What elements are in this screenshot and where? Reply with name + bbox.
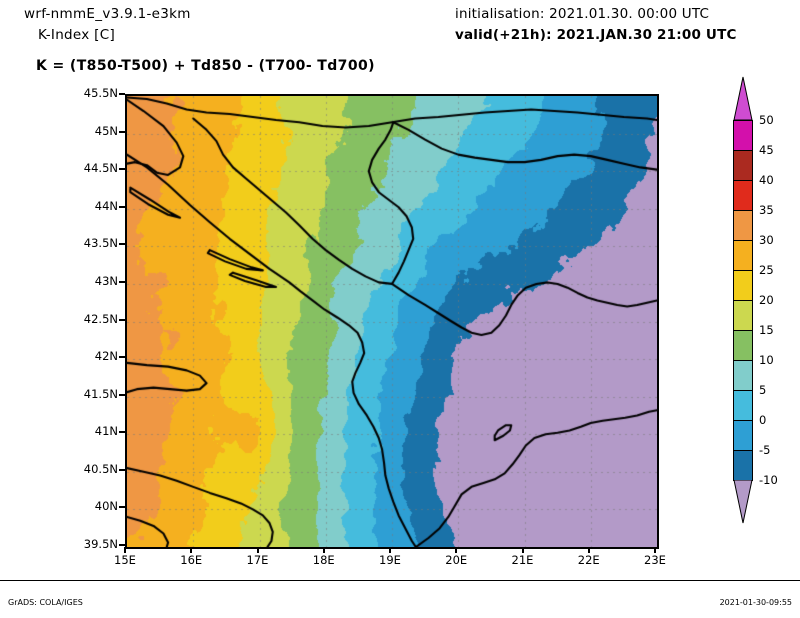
y-axis-tick-mark	[119, 431, 125, 434]
x-axis-tick-mark	[124, 547, 126, 553]
y-axis-tick-mark	[119, 318, 125, 321]
map-plot-area	[125, 94, 659, 549]
colorbar-segment	[733, 240, 753, 270]
y-axis-tick-label: 45.5N	[83, 86, 118, 100]
x-axis-tick-label: 15E	[114, 553, 136, 567]
x-axis-tick-mark	[389, 547, 391, 553]
y-axis-tick-mark	[119, 506, 125, 509]
y-axis-tick-label: 44.5N	[83, 161, 118, 176]
colorbar-tick-label: 10	[759, 353, 774, 367]
x-axis-tick-label: 16E	[180, 553, 203, 567]
colorbar-segment	[733, 330, 753, 360]
colorbar-segment	[733, 390, 753, 420]
x-axis-tick-label: 20E	[445, 553, 468, 567]
y-axis-tick-label: 45N	[94, 123, 118, 138]
colorbar-tick-label: 25	[759, 263, 774, 277]
y-axis-tick-label: 41N	[94, 424, 118, 439]
colorbar-tick-label: 45	[759, 143, 774, 157]
x-axis-tick-mark	[455, 547, 458, 553]
y-axis-tick-label: 44N	[94, 198, 118, 213]
x-axis-tick-label: 21E	[511, 553, 534, 567]
x-axis-tick-label: 22E	[577, 553, 600, 567]
y-axis-tick-mark	[119, 243, 125, 246]
variable-name: K-Index [C]	[38, 27, 116, 43]
attribution-label: GrADS: COLA/IGES	[8, 598, 83, 607]
y-axis-tick-mark	[119, 205, 125, 208]
y-axis-tick-mark	[119, 168, 125, 171]
x-axis-tick-mark	[521, 547, 524, 553]
y-axis-tick-label: 42.5N	[83, 311, 118, 326]
y-axis-tick-mark	[119, 93, 125, 95]
colorbar-segment	[733, 210, 753, 240]
colorbar-segment	[733, 180, 753, 210]
x-axis-tick-mark	[654, 547, 656, 553]
colorbar-lower-arrow	[733, 480, 753, 524]
colorbar-tick-label: 20	[759, 293, 774, 307]
colorbar-tick-line	[733, 270, 753, 271]
colorbar-tick-line	[733, 420, 753, 421]
x-axis-tick-label: 23E	[644, 553, 666, 567]
colorbar-tick-label: 0	[759, 413, 767, 427]
colorbar-tick-label: 35	[759, 203, 774, 217]
y-axis-tick-mark	[119, 130, 125, 133]
initialisation-time: initialisation: 2021.01.30. 00:00 UTC	[455, 6, 710, 22]
colorbar-tick-line	[733, 360, 753, 361]
generated-timestamp: 2021-01-30-09:55	[719, 598, 792, 607]
model-name: wrf-nmmE_v3.9.1-e3km	[24, 6, 191, 22]
colorbar-tick-line	[733, 450, 753, 451]
y-axis-tick-mark	[119, 468, 125, 471]
y-axis-tick-mark	[119, 544, 125, 546]
x-axis-tick-label: 19E	[379, 553, 401, 567]
colorbar-segment	[733, 360, 753, 390]
y-axis-tick-label: 40N	[94, 499, 118, 514]
colorbar-upper-arrow	[733, 76, 753, 120]
y-axis-tick-mark	[119, 393, 125, 396]
colorbar-segment	[733, 420, 753, 450]
colorbar: -10 -5 0 5 10 15 20 25 30 35 40 45 50	[733, 76, 778, 524]
colorbar-segment	[733, 450, 753, 480]
valid-time: valid(+21h): 2021.JAN.30 21:00 UTC	[455, 27, 737, 43]
colorbar-tick-label: 40	[759, 173, 774, 187]
x-axis-tick-mark	[256, 547, 259, 553]
colorbar-tick-line	[733, 390, 753, 391]
y-axis-tick-label: 39.5N	[83, 537, 118, 551]
x-axis-tick-mark	[587, 547, 590, 553]
colorbar-tick-line	[733, 210, 753, 211]
colorbar-tick-label: -5	[759, 443, 771, 457]
colorbar-tick-label: 5	[759, 383, 767, 397]
y-axis-tick-label: 40.5N	[83, 461, 118, 476]
colorbar-segment	[733, 300, 753, 330]
colorbar-tick-line	[733, 240, 753, 241]
colorbar-tick-line	[733, 180, 753, 181]
y-axis-tick-label: 41.5N	[83, 386, 118, 401]
colorbar-tick-line	[733, 150, 753, 151]
footer-divider	[0, 580, 800, 581]
colorbar-tick-label: 30	[759, 233, 774, 247]
colorbar-tick-label: 15	[759, 323, 774, 337]
x-axis-tick-mark	[322, 547, 325, 553]
colorbar-tick-label: 50	[759, 113, 774, 127]
colorbar-segment	[733, 120, 753, 150]
colorbar-tick-label: -10	[759, 473, 778, 487]
x-axis-tick-label: 17E	[246, 553, 269, 567]
colorbar-segment	[733, 270, 753, 300]
colorbar-tick-line	[733, 300, 753, 301]
colorbar-segment	[733, 150, 753, 180]
y-axis-tick-label: 42N	[94, 349, 118, 364]
colorbar-tick-line	[733, 330, 753, 331]
x-axis-tick-label: 18E	[312, 553, 335, 567]
x-axis-tick-mark	[190, 547, 193, 553]
y-axis-tick-label: 43.5N	[83, 236, 118, 251]
y-axis-tick-mark	[119, 356, 125, 359]
y-axis-tick-mark	[119, 280, 125, 283]
y-axis-tick-label: 43N	[94, 273, 118, 288]
formula-annotation: K = (T850-T500) + Td850 - (T700- Td700)	[36, 58, 375, 74]
coastline-and-grid-overlay	[127, 96, 657, 547]
colorbar-tick-line	[733, 120, 753, 121]
